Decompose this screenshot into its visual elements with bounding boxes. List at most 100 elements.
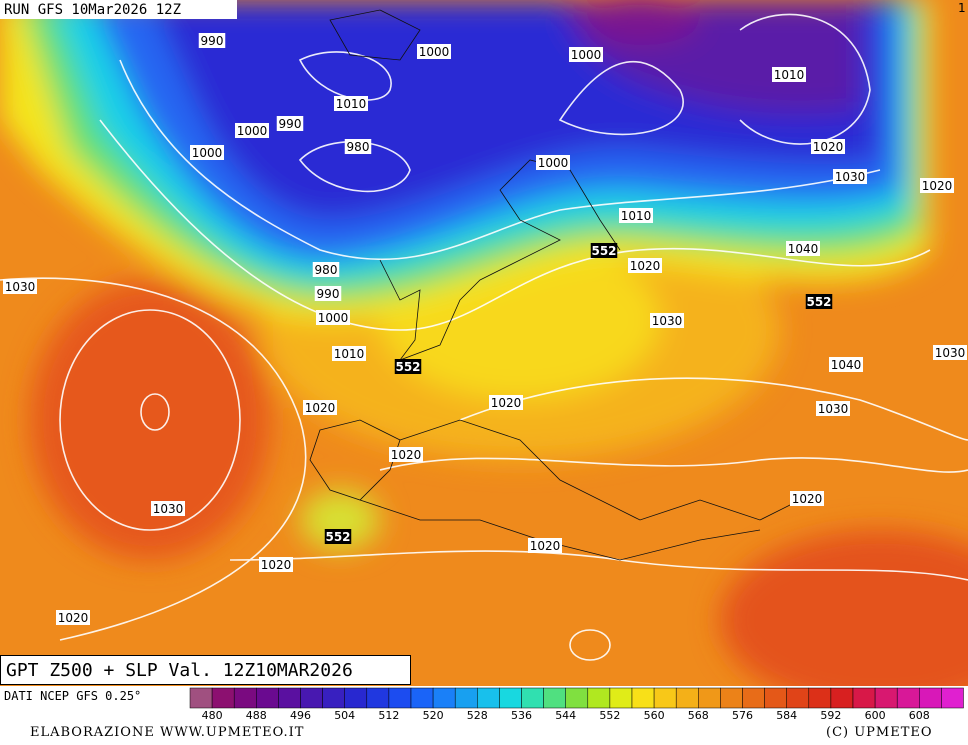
isobar-label: 1020: [530, 539, 561, 553]
colorbar-label: 496: [290, 709, 311, 722]
height-field: [0, 0, 968, 686]
colorbar: 480 488 496 504 512 520 528 536 544 552 560 568 576 5…: [189, 687, 964, 722]
isobar-label-box: [536, 155, 570, 170]
copyright: (C) UPMETEO: [826, 725, 933, 740]
source-label: DATI NCEP GFS 0.25°: [4, 689, 141, 703]
isobar-label-box: [314, 286, 342, 301]
isobar-label: 1020: [630, 259, 661, 273]
colorbar-swatch: [698, 687, 721, 709]
isobar-label: 1010: [621, 209, 652, 223]
colorbar-label: 480: [202, 709, 223, 722]
isobar-label: 1020: [391, 448, 422, 462]
colorbar-swatch: [565, 687, 589, 709]
isobar-label-box: [312, 262, 340, 277]
colorbar-swatch: [852, 687, 876, 709]
colorbar-swatch: [410, 687, 434, 709]
colorbar-label: 552: [599, 709, 620, 722]
colorbar-swatch: [189, 687, 213, 709]
isobar-label: 1020: [813, 140, 844, 154]
isobar-label-box: [417, 44, 451, 59]
isobar-label: 1030: [652, 314, 683, 328]
isobar-label-box: [489, 395, 523, 410]
isobar-label: 1040: [788, 242, 819, 256]
colorbar-label: 576: [732, 709, 753, 722]
isobar-label: 1020: [491, 396, 522, 410]
isobar-label: 1000: [192, 146, 223, 160]
isobar-label: 1030: [835, 170, 866, 184]
isobar-label-box: [811, 139, 845, 154]
colorbar-swatch: [631, 687, 655, 709]
isobar-label: 1000: [571, 48, 602, 62]
geopotential-label: 552: [591, 244, 616, 258]
isobar-label-box: [528, 538, 562, 553]
isobar-label-box: [334, 96, 368, 111]
colorbar-swatch: [233, 687, 257, 709]
isobar-label: 1000: [538, 156, 569, 170]
isobar-label: 980: [315, 263, 338, 277]
colorbar-swatch: [499, 687, 522, 709]
isobar-label: 1010: [334, 347, 365, 361]
isobar-label: 1010: [336, 97, 367, 111]
map-field: 990 1000 1000 1010 1010 990 1000 980 1000 1020 100…: [0, 0, 968, 686]
title-box: [0, 655, 411, 685]
isobar-label-box: [3, 279, 37, 294]
colorbar-swatch: [896, 687, 920, 709]
colorbar-label: 584: [776, 709, 797, 722]
isobar-label: 1030: [935, 346, 966, 360]
colorbar-label: 568: [688, 709, 709, 722]
isobar-label: 1000: [237, 124, 268, 138]
isobar-label: 1030: [153, 502, 184, 516]
colorbar-label: 488: [246, 709, 267, 722]
isobar-label-box: [344, 139, 372, 154]
isobar-label-box: [198, 33, 226, 48]
run-box: [0, 0, 237, 19]
isobar-label-box: [816, 401, 850, 416]
colorbar-label: 592: [820, 709, 841, 722]
isobar-label-box: [332, 346, 366, 361]
isobar-label: 1020: [261, 558, 292, 572]
isobar-label-box: [619, 208, 653, 223]
isobar-label: 1020: [305, 401, 336, 415]
colorbar-swatch: [919, 687, 942, 709]
isobar-label: 1020: [58, 611, 89, 625]
geopotential-label-box: [394, 359, 422, 374]
colorbar-swatch: [830, 687, 854, 709]
isobar-label-box: [190, 145, 224, 160]
isobar-label-box: [786, 241, 820, 256]
corner-mark: 1: [958, 1, 966, 15]
colorbar-label: 536: [511, 709, 532, 722]
colorbar-swatch: [874, 687, 898, 709]
isobar-label: 1010: [774, 68, 805, 82]
isobar-label: 990: [201, 34, 224, 48]
colorbar-swatch: [366, 687, 390, 709]
colorbar-swatch: [720, 687, 743, 709]
colorbar-label: 512: [378, 709, 399, 722]
isobar-label: 1030: [5, 280, 36, 294]
colorbar-swatch: [211, 687, 235, 709]
isobar-label-box: [772, 67, 806, 82]
colorbar-swatch: [941, 687, 964, 709]
colorbar-swatch: [256, 687, 279, 709]
credit: ELABORAZIONE WWW.UPMETEO.IT: [30, 725, 304, 740]
run-label: RUN GFS 10Mar2026 12Z: [4, 2, 181, 18]
isobar-label-box: [389, 447, 423, 462]
isobar-label: 1040: [831, 358, 862, 372]
isobar-label-box: [628, 258, 662, 273]
isobar-label-box: [303, 400, 337, 415]
colorbar-swatch: [786, 687, 810, 709]
isobar-label-box: [151, 501, 185, 516]
isobar-label: 980: [347, 140, 370, 154]
geopotential-label: 552: [806, 295, 831, 309]
colorbar-swatch: [675, 687, 699, 709]
colorbar-swatch: [808, 687, 832, 709]
isobar-label: 1020: [922, 179, 953, 193]
colorbar-label: 520: [423, 709, 444, 722]
colorbar-label: 528: [467, 709, 488, 722]
isobar-label-box: [276, 116, 304, 131]
isobar-label-box: [920, 178, 954, 193]
colorbar-swatch: [344, 687, 368, 709]
isobar-label-box: [933, 345, 967, 360]
geopotential-label-box: [590, 243, 618, 258]
isobar-label-box: [56, 610, 90, 625]
